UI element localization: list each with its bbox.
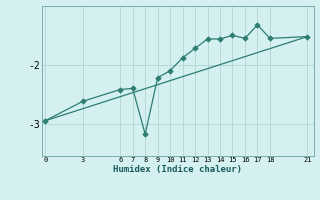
X-axis label: Humidex (Indice chaleur): Humidex (Indice chaleur): [113, 165, 242, 174]
